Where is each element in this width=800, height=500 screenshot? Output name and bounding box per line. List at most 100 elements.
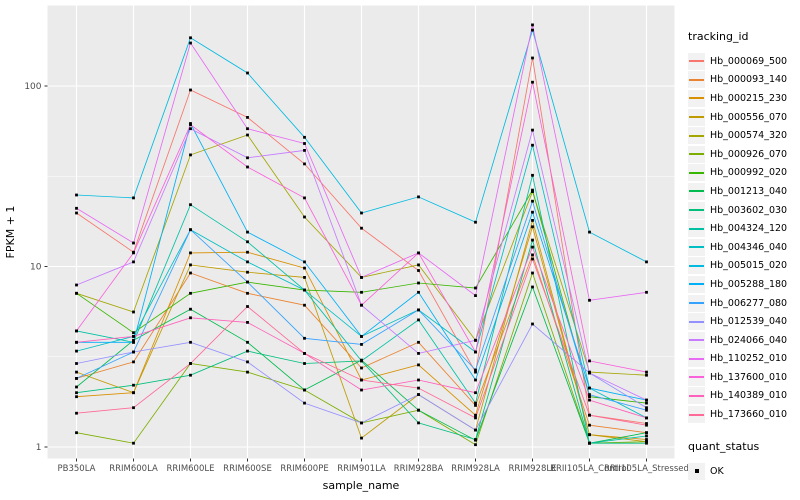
y-tick-label: 1 [36,443,42,453]
line-swatch-icon [688,89,705,107]
x-tick-label: RRIM928LE [509,464,557,474]
data-point [246,270,249,274]
data-point [474,368,477,372]
data-point [645,370,648,374]
data-point [246,250,249,254]
line-swatch-icon [688,387,705,405]
data-point [531,225,534,229]
data-point [246,291,249,295]
legend-item: Hb_001213_040 [688,182,798,201]
data-point [303,276,306,279]
data-point [75,370,78,374]
data-point [474,443,477,447]
square-point-icon [688,462,705,480]
legend-title-tracking-id: tracking_id [688,30,749,43]
legend-item: Hb_000574_320 [688,126,798,145]
data-point [417,393,420,396]
legend-label: Hb_012539_040 [710,316,788,328]
legend-label: Hb_004346_040 [710,241,788,253]
data-point [645,260,648,264]
plot-area: 1 10 100 PB350LA RRIM600LA RRIM600LE RRIM600SE… [4,5,689,492]
data-point [645,422,648,425]
legend-item: Hb_005015_020 [688,257,798,276]
legend: tracking_id Hb_000069_500 Hb_000093_140 Hb… [688,30,798,480]
x-tick-label: RRIM600PE [280,464,328,474]
legend-label: Hb_006277_080 [710,297,788,309]
data-point [474,370,477,374]
data-point [474,413,477,417]
legend-item: Hb_005288_180 [688,275,798,294]
data-point [360,226,363,230]
data-point [189,291,192,295]
data-point [75,340,78,344]
data-point [645,401,648,405]
data-point [645,438,648,441]
data-point [645,441,648,445]
data-point [132,383,135,387]
legend-label: Hb_005288_180 [710,278,788,290]
data-point [189,307,192,311]
legend-label: Hb_110252_010 [710,353,788,365]
x-tick-label: RRII105LA_Stressed [604,464,689,474]
legend-item: Hb_024066_040 [688,331,798,350]
line-swatch-icon [688,201,705,219]
x-tick-label: RRIM901LA [337,464,386,474]
legend-label: Hb_024066_040 [710,334,788,346]
data-point [531,56,534,60]
legend-label: Hb_001213_040 [710,185,788,197]
x-tick-label: RRIM928LA [451,464,500,474]
legend-label: Hb_000069_500 [710,55,788,67]
legend-item: Hb_004324_120 [688,219,798,238]
data-point [645,398,648,402]
data-point [474,416,477,420]
data-point [75,377,78,380]
data-point [588,386,591,390]
data-point [588,413,591,417]
data-point [531,210,534,214]
data-point [474,378,477,382]
data-point [417,251,420,255]
data-point [132,335,135,338]
data-point [531,128,534,132]
legend-label: Hb_000093_140 [710,74,788,86]
data-point [417,408,420,412]
data-point [75,329,78,333]
data-point [360,421,363,425]
legend-items: Hb_000069_500 Hb_000093_140 Hb_000215_230 H… [688,52,798,424]
data-point [360,276,363,279]
legend-item: Hb_140389_010 [688,387,798,406]
y-tick-label: 10 [30,263,42,273]
data-point [531,245,534,249]
x-axis-title: sample_name [323,479,400,492]
legend-item: Hb_110252_010 [688,350,798,369]
data-point [645,406,648,410]
line-swatch-icon [688,71,705,89]
legend-item: Hb_000215_230 [688,89,798,108]
data-point [474,286,477,290]
data-point [132,196,135,200]
data-point [360,335,363,338]
data-point [132,338,135,342]
data-point [645,431,648,435]
data-point [189,36,192,40]
line-swatch-icon [688,294,705,312]
data-point [531,238,534,242]
data-point [474,391,477,395]
data-point [360,378,363,382]
data-point [531,80,534,84]
data-point [132,391,135,395]
data-point [360,388,363,392]
data-point [417,269,420,272]
legend-label: Hb_000926_070 [710,148,788,160]
data-point [360,303,363,307]
data-point [417,281,420,285]
data-point [132,406,135,410]
legend-label: Hb_000574_320 [710,130,788,142]
data-point [75,385,78,389]
line-swatch-icon [688,182,705,200]
data-point [531,253,534,257]
data-point [531,28,534,32]
data-point [189,123,192,127]
data-point [246,127,249,131]
legend-item: Hb_000069_500 [688,52,798,71]
